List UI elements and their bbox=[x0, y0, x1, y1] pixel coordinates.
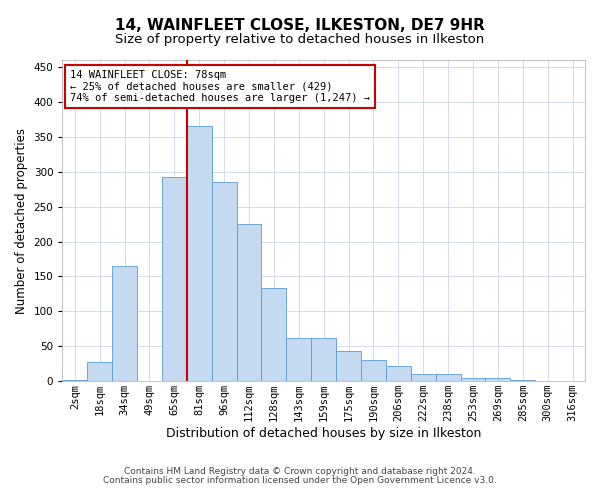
Bar bbox=[262, 288, 286, 381]
Bar bbox=[212, 182, 236, 381]
Bar bbox=[311, 338, 336, 381]
Bar bbox=[62, 380, 87, 381]
Y-axis label: Number of detached properties: Number of detached properties bbox=[15, 128, 28, 314]
Bar bbox=[236, 224, 262, 381]
Bar bbox=[361, 360, 386, 381]
Bar bbox=[386, 366, 411, 381]
Bar bbox=[436, 374, 461, 381]
Bar bbox=[112, 266, 137, 381]
Bar bbox=[411, 374, 436, 381]
Bar bbox=[87, 362, 112, 381]
Bar bbox=[461, 378, 485, 381]
Bar bbox=[162, 178, 187, 381]
Text: 14 WAINFLEET CLOSE: 78sqm
← 25% of detached houses are smaller (429)
74% of semi: 14 WAINFLEET CLOSE: 78sqm ← 25% of detac… bbox=[70, 70, 370, 103]
Text: 14, WAINFLEET CLOSE, ILKESTON, DE7 9HR: 14, WAINFLEET CLOSE, ILKESTON, DE7 9HR bbox=[115, 18, 485, 32]
X-axis label: Distribution of detached houses by size in Ilkeston: Distribution of detached houses by size … bbox=[166, 427, 481, 440]
Bar bbox=[187, 126, 212, 381]
Text: Contains HM Land Registry data © Crown copyright and database right 2024.: Contains HM Land Registry data © Crown c… bbox=[124, 467, 476, 476]
Bar bbox=[336, 351, 361, 381]
Text: Size of property relative to detached houses in Ilkeston: Size of property relative to detached ho… bbox=[115, 32, 485, 46]
Bar bbox=[485, 378, 511, 381]
Text: Contains public sector information licensed under the Open Government Licence v3: Contains public sector information licen… bbox=[103, 476, 497, 485]
Bar bbox=[511, 380, 535, 381]
Bar bbox=[286, 338, 311, 381]
